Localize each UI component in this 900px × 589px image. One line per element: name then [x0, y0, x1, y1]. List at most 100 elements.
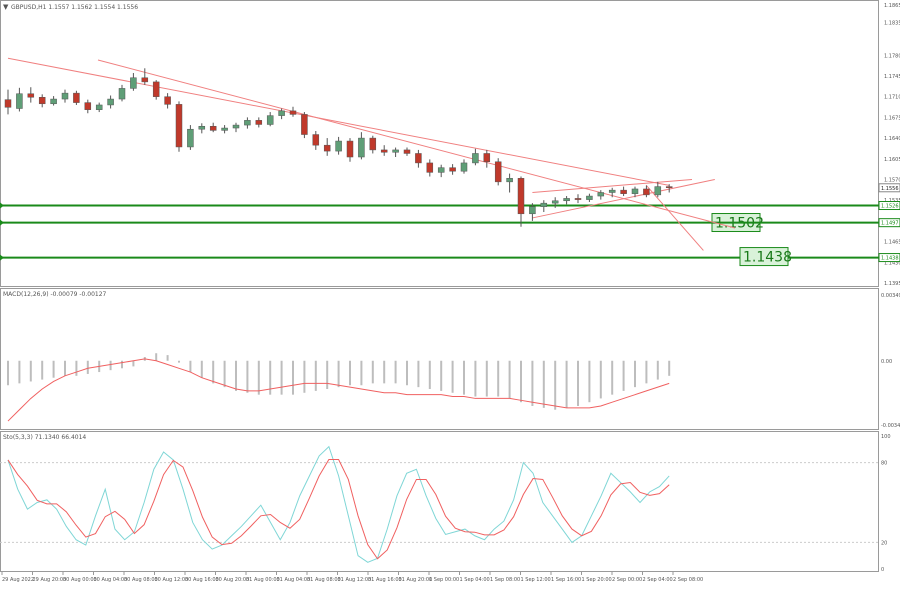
bull-candle	[61, 92, 69, 100]
price-tick-label: 1.1570	[884, 177, 900, 183]
price-tick-label: 1.1675	[884, 115, 900, 121]
bull-candle	[437, 167, 445, 173]
macd-tick-label: 0.00	[881, 359, 892, 365]
bull-candle	[506, 178, 513, 183]
macd-tick-label: 0.00349	[881, 293, 900, 299]
bear-candle	[494, 161, 502, 183]
level-axis-label: 1.1497	[881, 221, 899, 227]
stochastic-pane-frame	[0, 431, 879, 572]
price-tick-label: 1.1640	[884, 136, 900, 142]
time-tick-label: 1 Sep 16:00	[551, 577, 581, 583]
bear-candle	[84, 102, 92, 110]
bull-candle	[631, 188, 639, 194]
time-tick-label: 30 Aug 12:00	[155, 577, 189, 583]
time-tick-label: 30 Aug 04:00	[94, 577, 128, 583]
bull-candle	[118, 88, 126, 100]
bear-candle	[209, 126, 217, 131]
level-axis-label: 1.1526	[881, 204, 899, 210]
bull-candle	[335, 140, 342, 152]
macd-pane-frame	[0, 288, 879, 430]
bull-candle	[540, 202, 548, 207]
level-axis-label: 1.1438	[881, 256, 899, 262]
price-tick-label: 1.1710	[884, 95, 900, 101]
price-tick-label: 1.1780	[884, 53, 900, 59]
bull-candle	[198, 126, 206, 130]
time-tick-label: 30 Aug 00:00	[63, 577, 97, 583]
bull-candle	[187, 128, 194, 148]
macd-pane-title: MACD(12,26,9) -0.00079 -0.00127	[3, 291, 107, 298]
price-tick-label: 1.1395	[884, 281, 900, 287]
bull-candle	[460, 162, 468, 172]
bear-candle	[164, 96, 171, 105]
price-tick-label: 1.1430	[884, 260, 900, 266]
bull-candle	[597, 192, 605, 197]
time-tick-label: 1 Sep 08:00	[490, 577, 520, 583]
bear-candle	[369, 137, 377, 151]
stochastic-signal-line	[7, 458, 670, 560]
candlestick-series	[4, 68, 673, 227]
time-tick-label: 29 Aug 20:00	[33, 577, 67, 583]
stochastic-tick-label: 20	[881, 540, 887, 546]
bull-candle	[130, 77, 137, 89]
current-price-badge	[878, 183, 900, 193]
current-price-label: 1.1556	[881, 186, 899, 192]
trend-line	[7, 57, 670, 186]
bull-candle	[50, 98, 57, 105]
trend-lines[interactable]	[7, 57, 736, 251]
level-marker-icon	[0, 202, 4, 209]
time-tick-label: 31 Aug 04:00	[277, 577, 311, 583]
bear-candle	[255, 120, 263, 125]
bull-candle	[586, 195, 593, 200]
time-tick-label: 1 Sep 00:00	[429, 577, 459, 583]
bear-candle	[141, 77, 149, 83]
stochastic-tick-label: 80	[881, 461, 887, 467]
bull-candle	[551, 200, 559, 204]
bull-candle	[221, 127, 228, 131]
price-pane-frame	[0, 0, 879, 287]
stochastic-tick-label: 0	[881, 567, 884, 573]
bear-candle	[346, 140, 354, 158]
price-tick-label: 1.1865	[884, 3, 900, 9]
time-tick-label: 31 Aug 08:00	[307, 577, 341, 583]
price-pane-title: GBPUSD,H1 1.1557 1.1562 1.1554 1.1556	[11, 4, 138, 11]
stochastic-indicator: 100 80 20 0	[0, 434, 891, 573]
macd-signal-line	[7, 358, 670, 422]
level-label-text: 1.1438	[743, 250, 792, 266]
bull-candle	[472, 153, 479, 164]
time-tick-label: 2 Sep 00:00	[612, 577, 642, 583]
bear-candle	[38, 97, 46, 105]
bull-candle	[107, 98, 114, 106]
bear-candle	[620, 189, 627, 194]
symbol-dropdown-icon[interactable]: ▼	[3, 3, 9, 11]
bear-candle	[574, 198, 582, 200]
bull-candle	[563, 198, 570, 202]
descending-resistance-line	[97, 59, 736, 229]
time-tick-label: 30 Aug 20:00	[216, 577, 250, 583]
price-tick-label: 1.1465	[884, 240, 900, 246]
bull-candle	[244, 120, 251, 126]
bull-candle	[16, 93, 23, 109]
bear-candle	[312, 134, 320, 146]
price-tick-label: 1.1605	[884, 157, 900, 163]
time-tick-label: 30 Aug 16:00	[185, 577, 219, 583]
bull-candle	[266, 115, 274, 125]
bull-candle	[392, 149, 399, 153]
bear-candle	[323, 144, 331, 152]
bull-candle	[608, 189, 616, 193]
time-tick-label: 31 Aug 16:00	[368, 577, 402, 583]
bear-candle	[301, 114, 308, 135]
bear-candle	[4, 99, 12, 108]
time-tick-label: 30 Aug 08:00	[124, 577, 158, 583]
time-tick-label: 1 Sep 04:00	[460, 577, 490, 583]
price-tick-label: 1.1835	[884, 21, 900, 27]
time-tick-label: 31 Aug 20:00	[399, 577, 433, 583]
time-tick-label: 1 Sep 20:00	[582, 577, 612, 583]
level-marker-icon	[0, 219, 4, 226]
bull-candle	[529, 206, 536, 215]
bear-candle	[289, 110, 297, 115]
